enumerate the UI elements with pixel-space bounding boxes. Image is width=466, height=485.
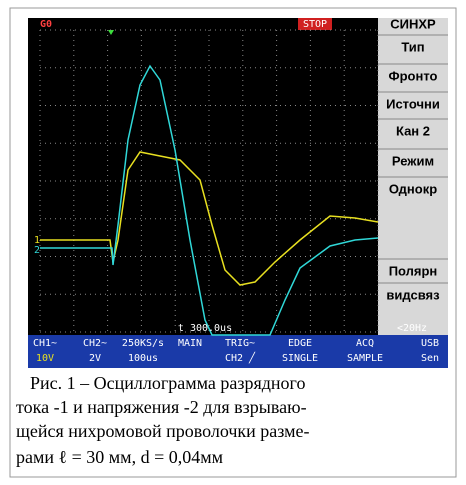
bar-label: MAIN: [178, 338, 202, 349]
bar-label: TRIG~: [225, 338, 255, 349]
status-left: G0: [40, 19, 52, 30]
menu-item: видсвяз: [386, 287, 440, 302]
menu-item: Фронто: [389, 68, 438, 83]
time-marker: t 300.0us: [178, 323, 232, 334]
caption-line: Рис. 1 – Осциллограмма разрядного: [30, 373, 305, 393]
channel-marker: 2: [34, 245, 40, 256]
bar-value: 2V: [89, 353, 101, 364]
caption-line: щейся нихромовой проволочки разме-: [16, 421, 310, 441]
menu-item: Режим: [392, 153, 434, 168]
bar-label: EDGE: [288, 338, 312, 349]
bar-label: USB: [421, 338, 439, 349]
bar-value: SAMPLE: [347, 353, 383, 364]
bar-label: 250KS/s: [122, 338, 164, 349]
bar-label: ACQ: [356, 338, 374, 349]
bar-value: CH2 ╱: [225, 351, 256, 364]
bar-value: Sen: [421, 353, 439, 364]
caption-line: тока -1 и напряжения -2 для взрываю-: [16, 397, 307, 417]
bar-value: SINGLE: [282, 353, 318, 364]
bar-label: CH1~: [33, 338, 57, 349]
menu-item: Однокр: [389, 181, 437, 196]
bar-value: 100us: [128, 353, 158, 364]
menu-item: Источни: [386, 96, 440, 111]
figure: G0 STOP 1 2 t 300.0us <20Hz СИНХР Рис. 1…: [0, 0, 466, 485]
frequency: <20Hz: [397, 323, 427, 334]
menu-item: Кан 2: [396, 123, 430, 138]
menu-title: СИНХР: [390, 16, 436, 31]
menu-item: Тип: [401, 39, 424, 54]
menu-item: Полярн: [389, 263, 438, 278]
caption-line: рами ℓ = 30 мм, d = 0,04мм: [16, 447, 223, 467]
bar-value: 10V: [36, 353, 54, 364]
bar-label: CH2~: [83, 338, 107, 349]
status-stop: STOP: [303, 19, 327, 30]
